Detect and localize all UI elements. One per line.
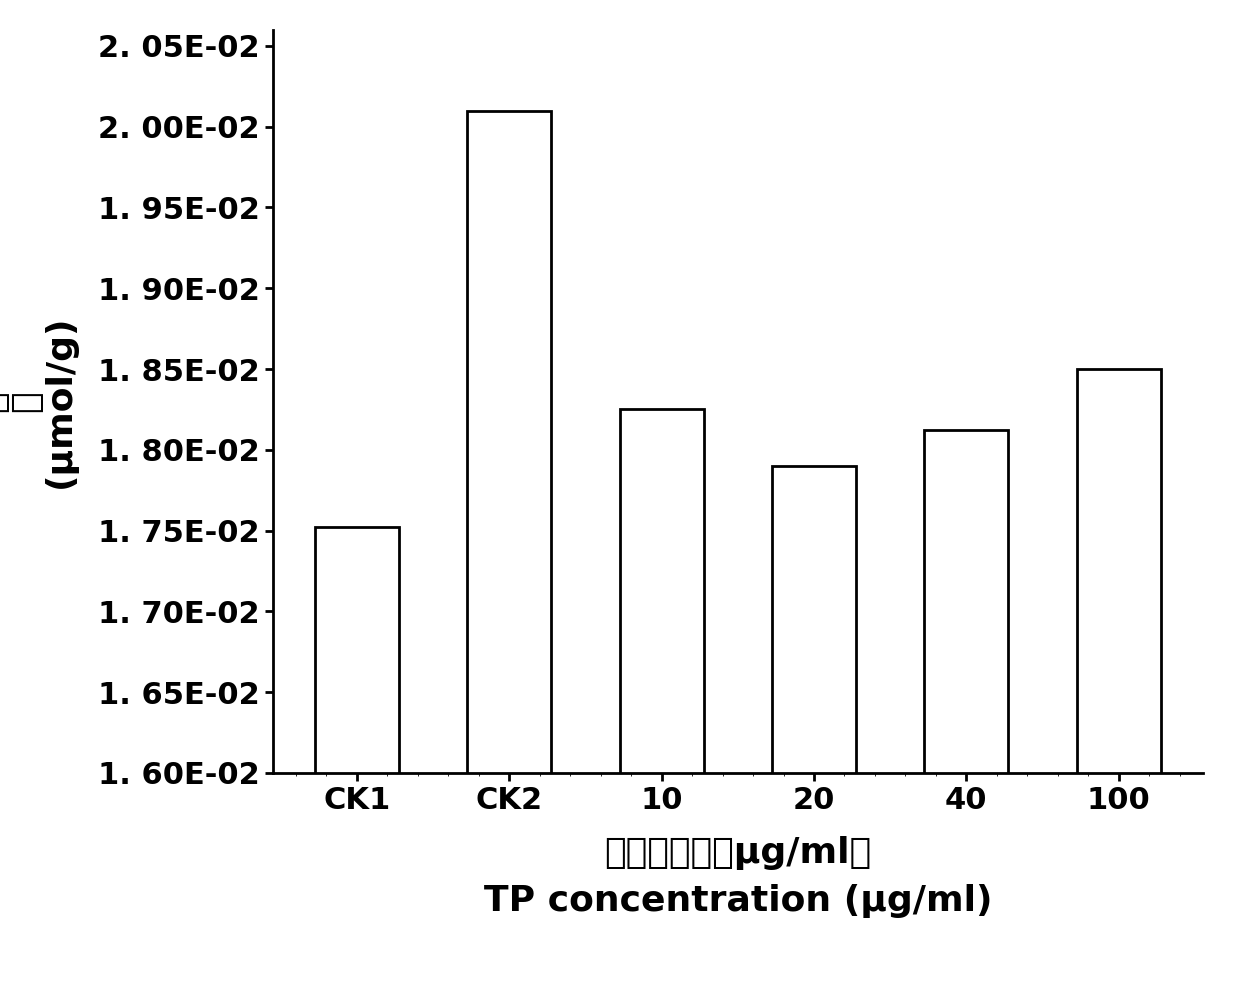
Bar [924,430,1008,991]
Bar [620,409,703,991]
X-axis label: 茶多酚浓度（μg/ml）
TP concentration (μg/ml): 茶多酚浓度（μg/ml） TP concentration (μg/ml) [484,836,992,918]
Y-axis label: 丙
二
醇
含
量
(μmol/g): 丙 二 醇 含 量 (μmol/g) [0,314,77,489]
Bar [315,527,399,991]
Bar [773,466,856,991]
Bar [1076,369,1161,991]
Bar [467,111,552,991]
